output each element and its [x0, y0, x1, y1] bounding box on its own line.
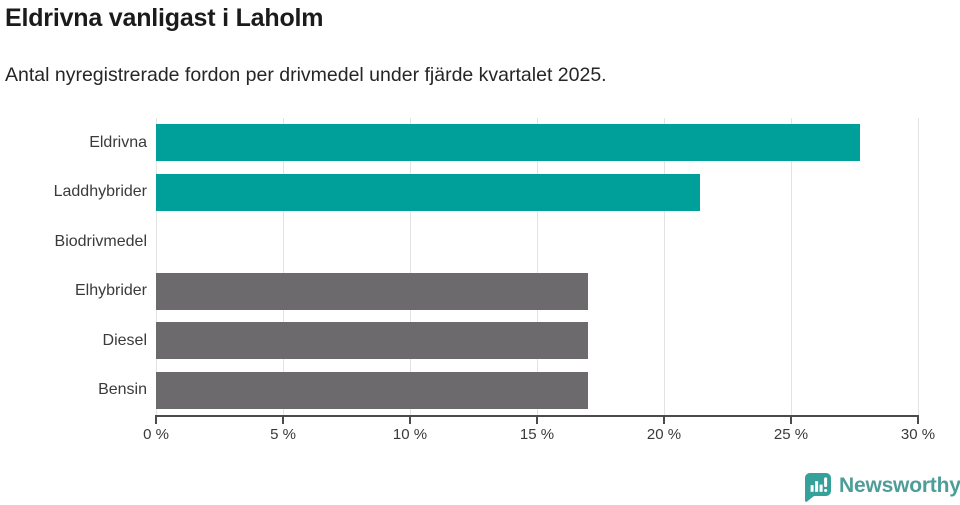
newsworthy-speech-bubble-bar-chart-icon — [805, 473, 831, 502]
gridline — [918, 118, 919, 415]
category-label-diesel: Diesel — [102, 331, 147, 349]
bar-track — [156, 124, 918, 162]
gridline — [791, 118, 792, 415]
x-axis-tick — [663, 417, 665, 424]
category-label-elhybrider: Elhybrider — [74, 282, 147, 300]
bar-bensin — [156, 371, 588, 409]
x-axis-line — [155, 415, 919, 417]
x-axis-tick-label: 25 % — [773, 426, 809, 443]
bar-eldrivna — [156, 124, 860, 162]
page-title: Eldrivna vanligast i Laholm — [5, 4, 324, 32]
x-axis-tick — [790, 417, 792, 424]
chart-row: Eldrivna — [0, 118, 960, 168]
x-axis-tick-label: 10 % — [392, 426, 428, 443]
x-axis-tick — [155, 417, 157, 424]
plot-area — [156, 118, 919, 415]
bar-track — [156, 322, 918, 360]
chart-row: Biodrivmedel — [0, 217, 960, 267]
newsworthy-logo: Newsworthy — [804, 472, 960, 503]
gridline — [283, 118, 284, 415]
x-axis-tick — [409, 417, 411, 424]
bar-elhybrider — [156, 272, 588, 310]
bar-track — [156, 223, 918, 260]
gridline — [156, 118, 157, 415]
gridline — [537, 118, 538, 415]
chart-row: Diesel — [0, 316, 960, 366]
bar-track — [156, 371, 918, 409]
bar-diesel — [156, 322, 588, 360]
chart-row: Laddhybrider — [0, 168, 960, 218]
gridline — [664, 118, 665, 415]
bar-track — [156, 173, 918, 211]
x-axis-tick-label: 20 % — [646, 426, 682, 443]
bar-laddhybrider — [156, 173, 700, 211]
category-label-biodrivmedel: Biodrivmedel — [54, 232, 147, 250]
chart-row: Elhybrider — [0, 267, 960, 317]
x-axis-tick — [282, 417, 284, 424]
x-axis-tick-label: 0 % — [143, 426, 169, 443]
category-label-bensin: Bensin — [98, 381, 147, 399]
chart-row: Bensin — [0, 366, 960, 416]
x-axis-tick-label: 30 % — [900, 426, 936, 443]
bar-track — [156, 272, 918, 310]
x-axis-tick — [917, 417, 919, 424]
x-axis-tick-label: 15 % — [519, 426, 555, 443]
brand-name: Newsworthy — [839, 474, 960, 497]
x-axis-tick — [536, 417, 538, 424]
x-axis-tick-label: 5 % — [270, 426, 296, 443]
category-label-laddhybrider: Laddhybrider — [53, 183, 147, 201]
bar-chart: Eldrivna Laddhybrider Biodrivmedel Elhybrid… — [0, 118, 960, 415]
chart-subtitle: Antal nyregistrerade fordon per drivmede… — [5, 64, 607, 86]
gridline — [410, 118, 411, 415]
chart-rows: Eldrivna Laddhybrider Biodrivmedel Elhybrid… — [0, 118, 960, 415]
category-label-eldrivna: Eldrivna — [89, 133, 147, 151]
